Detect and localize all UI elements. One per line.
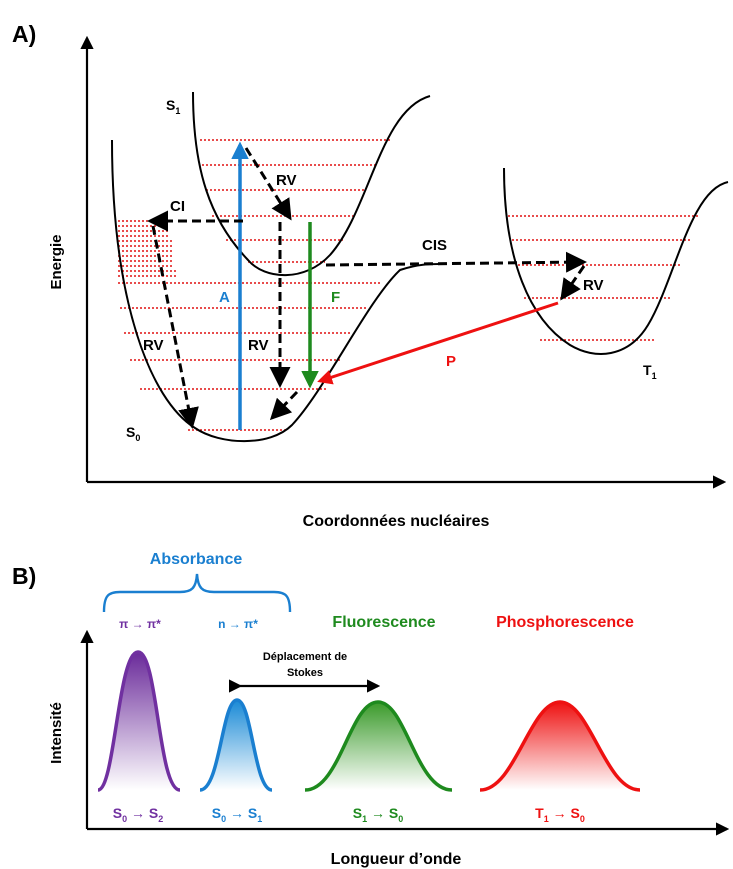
intensity-axis-label: Intensité [48, 702, 65, 764]
s0-potential-curve [111, 139, 441, 443]
fluorescence-label: F [331, 289, 340, 306]
panel-b-label: B) [12, 563, 36, 589]
absorption-label: A [219, 289, 230, 306]
n-pi-star-label: n → π* [218, 617, 258, 631]
band-label-t1-s0: T1 → S0 [535, 805, 585, 824]
vib-relax-s0-lower-arrow [269, 390, 299, 421]
band-s1-s0-fill [305, 702, 452, 790]
band-label-s0-s1: S0 → S1 [212, 805, 263, 824]
stokes-shift-label-line1: Déplacement de [263, 651, 347, 663]
s1-vibrational-levels [200, 139, 390, 263]
band-label-s0-s2: S0 → S2 [113, 805, 164, 824]
t1-vibrational-levels [508, 215, 700, 341]
wavelength-axis-label: Longueur d’onde [331, 851, 462, 868]
vib-relax-s0-left-arrow [151, 225, 199, 429]
intersystem-crossing-arrow [325, 251, 587, 273]
fluorescence-title: Fluorescence [332, 614, 435, 631]
band-s0-s2-outline [97, 650, 181, 792]
band-s0-s2-fill [98, 652, 180, 790]
band-s0-s1-outline [199, 698, 273, 792]
cis-label: CIS [422, 237, 447, 254]
s1-potential-curve [192, 91, 431, 277]
rv-s1-label: RV [276, 172, 297, 189]
phosphorescence-title: Phosphorescence [496, 614, 634, 631]
absorbance-title: Absorbance [150, 551, 243, 568]
t1-potential-curve [503, 167, 729, 355]
vib-relax-t1-arrow [560, 265, 586, 301]
rv-s0-mid-label: RV [248, 337, 269, 354]
band-label-s1-s0: S1 → S0 [353, 805, 404, 824]
svg-text:T1: T1 [643, 362, 657, 381]
nuclear-coordinate-axis-label: Coordonnées nucléaires [303, 513, 490, 530]
energy-axis-label: Energie [48, 234, 65, 289]
s0-state-label: S0 [126, 424, 140, 443]
s0-vibrational-levels [118, 220, 380, 431]
absorbance-brace [102, 573, 292, 613]
band-t1-s0-outline [479, 700, 641, 792]
rv-s0-left-label: RV [143, 337, 164, 354]
band-t1-s0-fill [480, 702, 640, 790]
rv-t1-label: RV [583, 277, 604, 294]
svg-text:S0: S0 [126, 424, 140, 443]
phosphorescence-label: P [446, 353, 456, 370]
stokes-shift-label-line2: Stokes [287, 667, 323, 679]
phosphorescence-arrow [317, 301, 559, 385]
band-s1-s0-outline [304, 700, 453, 792]
band-s0-s1-fill [200, 700, 272, 790]
t1-state-label: T1 [643, 362, 657, 381]
panel-a-label: A) [12, 21, 36, 47]
ci-label: CI [170, 198, 185, 215]
svg-text:S1: S1 [166, 97, 180, 116]
s1-state-label: S1 [166, 97, 180, 116]
pi-pi-star-label: π → π* [119, 617, 161, 631]
